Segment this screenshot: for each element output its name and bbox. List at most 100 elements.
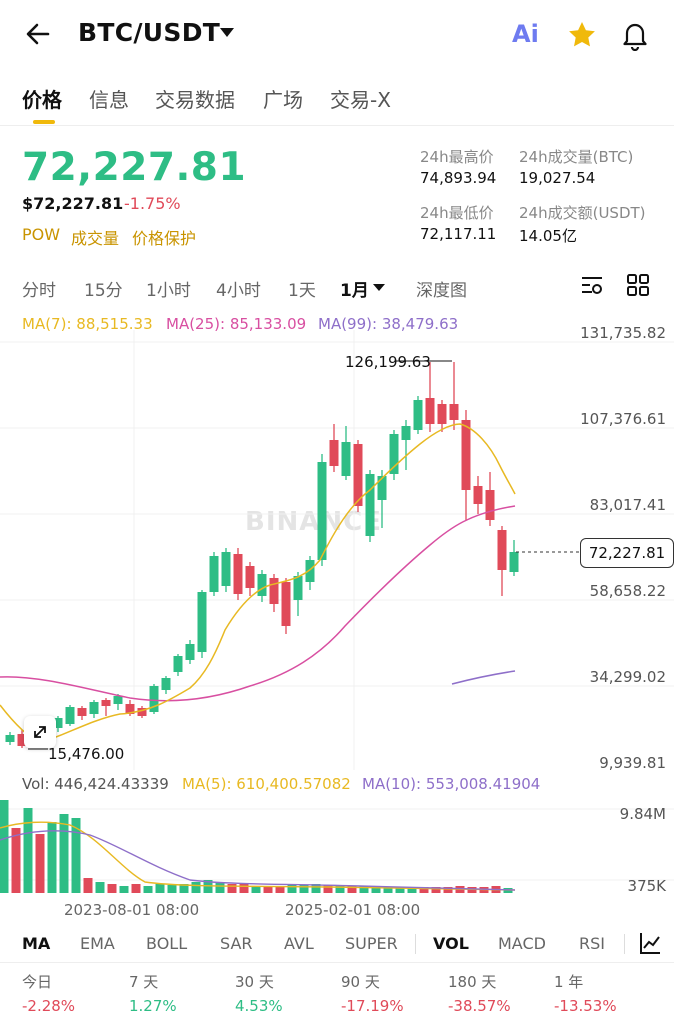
current-price-tag: 72,227.81 (580, 538, 674, 568)
candle (281, 578, 291, 634)
volume-bar (443, 887, 453, 893)
volume-bar (107, 884, 117, 893)
candle-body (341, 442, 351, 476)
pair-title[interactable]: BTC/USDT (78, 18, 221, 47)
top-bar: BTC/USDT Ai (0, 0, 674, 70)
volume-bar (287, 885, 297, 893)
stat-low-value: 72,117.11 (420, 225, 497, 243)
candle-body (77, 708, 87, 716)
indicator-ema[interactable]: EMA (80, 934, 115, 953)
candle (17, 730, 27, 748)
candle (449, 362, 459, 430)
indicator-vol[interactable]: VOL (433, 934, 469, 953)
tab-trade-x[interactable]: 交易-X (330, 88, 391, 112)
active-tab-indicator (33, 120, 55, 124)
volume-bar (359, 886, 369, 893)
period-label: 今日 (22, 973, 53, 991)
volume-bar (35, 834, 45, 893)
candle-body (425, 398, 435, 424)
tab-square[interactable]: 广场 (263, 88, 303, 112)
indicator-super[interactable]: SUPER (345, 934, 398, 953)
candle (305, 556, 315, 590)
period-value: 1.27% (129, 997, 177, 1015)
candle-body (245, 566, 255, 588)
candle-body (113, 696, 123, 704)
chart-indicator-icon[interactable] (638, 930, 662, 956)
candle (497, 526, 507, 596)
candle (113, 694, 123, 710)
interval-1d[interactable]: 1天 (288, 281, 316, 301)
volume-bar (407, 887, 417, 893)
candle-body (101, 700, 111, 706)
candle-body (161, 678, 171, 690)
tab-info[interactable]: 信息 (89, 88, 129, 112)
candle-body (17, 734, 27, 746)
ma25-line (0, 505, 516, 702)
candle (425, 362, 435, 432)
candle (209, 552, 219, 596)
volume-bar (275, 887, 285, 893)
chevron-down-icon[interactable] (373, 284, 385, 291)
candle-body (497, 530, 507, 570)
indicator-rsi[interactable]: RSI (579, 934, 605, 953)
candle (401, 420, 411, 470)
tag-price-protection[interactable]: 价格保护 (132, 229, 197, 248)
volume-bar (155, 884, 165, 893)
ma7-legend: MA(7): 88,515.33 (22, 315, 153, 333)
candle-body (149, 686, 159, 712)
tag-pow[interactable]: POW (22, 225, 61, 244)
candle (173, 654, 183, 676)
tag-volume[interactable]: 成交量 (71, 229, 120, 248)
interval-15m[interactable]: 15分 (84, 281, 123, 301)
indicator-sar[interactable]: SAR (220, 934, 253, 953)
candle (413, 396, 423, 434)
candle-body (317, 462, 327, 560)
interval-1h[interactable]: 1小时 (146, 281, 191, 301)
volume-bar (347, 886, 357, 893)
vol-axis-bottom: 375K (627, 877, 666, 895)
candle-body (137, 708, 147, 716)
interval-depth[interactable]: 深度图 (416, 281, 467, 301)
grid-layout-icon[interactable] (626, 273, 650, 297)
volume-chart[interactable] (0, 795, 674, 895)
candle-body (305, 560, 315, 582)
candle (149, 684, 159, 714)
candle-body (65, 707, 75, 724)
candles (5, 362, 519, 748)
tab-trading-data[interactable]: 交易数据 (155, 88, 235, 112)
interval-4h[interactable]: 4小时 (216, 281, 261, 301)
star-icon[interactable] (566, 19, 598, 51)
volume-bar (323, 885, 333, 893)
candle (365, 470, 375, 542)
volume-bar (215, 882, 225, 893)
candlestick-chart[interactable] (0, 330, 674, 770)
indicator-ma[interactable]: MA (22, 934, 51, 953)
grid-lines (0, 330, 674, 770)
chart-settings-icon[interactable] (580, 273, 604, 297)
vol-axis-top: 9.84M (619, 805, 666, 823)
ai-icon[interactable]: Ai (512, 20, 539, 48)
bell-icon[interactable] (620, 19, 650, 51)
arrow-left-icon[interactable] (22, 18, 54, 50)
interval-timeline[interactable]: 分时 (22, 281, 56, 301)
indicator-boll[interactable]: BOLL (146, 934, 188, 953)
interval-1M[interactable]: 1月 (340, 281, 369, 301)
candle (473, 476, 483, 514)
indicator-macd[interactable]: MACD (498, 934, 546, 953)
x-axis-date: 2023-08-01 08:00 (64, 901, 200, 919)
ma99-legend: MA(99): 38,479.63 (318, 315, 459, 333)
candle (161, 676, 171, 694)
period-value: -2.28% (22, 997, 76, 1015)
expand-icon[interactable] (24, 716, 56, 748)
candle-body (173, 656, 183, 672)
candle (341, 426, 351, 480)
indicator-avl[interactable]: AVL (284, 934, 314, 953)
volume-bars (0, 800, 513, 893)
candle (329, 424, 339, 472)
candle-body (461, 420, 471, 490)
tab-price[interactable]: 价格 (22, 88, 62, 112)
chevron-down-icon[interactable] (220, 28, 234, 37)
divider (0, 962, 674, 963)
candle (53, 716, 63, 732)
stat-vol-btc-label: 24h成交量(BTC) (519, 148, 634, 166)
